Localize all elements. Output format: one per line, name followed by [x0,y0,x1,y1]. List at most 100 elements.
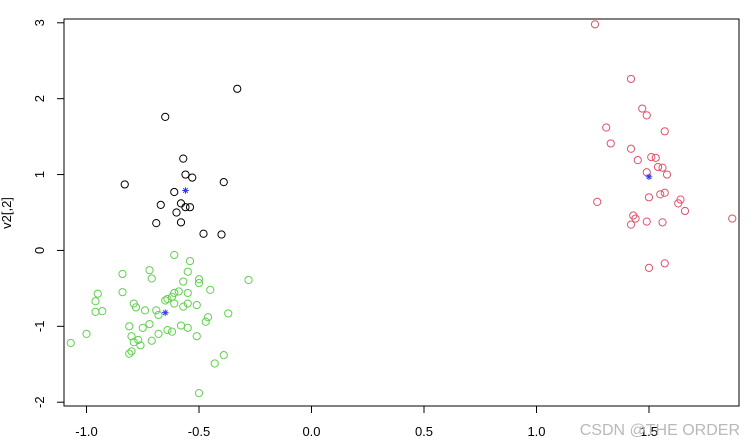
data-point [626,74,636,84]
center-stroke [162,310,168,316]
data-point [179,302,188,311]
data-point [194,275,204,284]
data-point [183,323,192,332]
data-point [642,111,651,120]
x-tick-label: 1.0 [527,424,545,439]
data-point [192,332,201,341]
data-point [127,347,136,356]
data-point [206,285,215,294]
data-point [163,326,172,335]
data-point [199,229,208,238]
y-tick-label: 2 [32,95,47,102]
data-point [217,230,226,239]
data-point [660,259,669,268]
data-point [181,170,190,179]
y-axis-label: v2[,2] [0,197,14,229]
data-point [156,200,165,210]
y-tick-label: -2 [32,396,47,408]
data-point [147,336,156,345]
data-point [118,269,127,279]
data-point [224,309,233,318]
data-point [662,170,672,179]
data-point [82,329,91,339]
data-point [145,319,154,329]
data-point [183,288,192,298]
data-point [233,84,242,93]
data-point [626,144,636,153]
data-point [161,296,170,305]
data-point [194,278,204,288]
data-point [93,289,102,298]
data-point [176,218,186,227]
data-point [125,349,134,358]
data-point [179,277,188,286]
data-point [176,199,186,208]
x-tick-label: -0.5 [188,424,210,439]
data-point [176,321,186,330]
y-tick-label: 1 [32,171,47,178]
x-tick-label: -1.0 [75,424,97,439]
x-axis: -1.0 -0.5 0.0 0.5 1.0 1.5 [75,405,658,439]
data-point [91,307,100,317]
data-point [91,297,100,306]
data-point [219,351,228,360]
data-point [181,203,190,212]
data-point [185,256,195,266]
data-point [134,335,143,345]
data-point [219,178,228,187]
y-tick-label: 0 [32,247,47,254]
data-point [644,263,654,272]
data-point [140,306,150,315]
data-point [125,322,134,331]
data-point [656,190,665,199]
center-stroke [182,187,189,194]
data-point [653,162,663,172]
data-point [170,250,179,260]
data-point [152,306,161,315]
data-point [170,187,179,197]
data-point [98,307,107,316]
data-point [644,193,654,202]
data-point [647,153,656,162]
data-point [163,294,172,304]
data-point [152,219,161,228]
data-points [66,20,737,398]
data-point [602,123,611,132]
watermark: CSDN @THE ORDER [579,422,740,439]
data-point [138,323,147,332]
data-point [728,214,737,223]
data-point [660,127,669,136]
data-point [174,287,183,296]
plot-frame [63,18,740,407]
data-point [638,104,647,113]
data-point [147,274,156,283]
cluster-center [182,187,189,194]
data-point [244,275,253,285]
data-point [680,206,690,216]
data-point [145,266,154,275]
data-point [188,173,197,182]
data-point [593,197,602,206]
data-point [154,329,163,339]
data-point [633,156,642,165]
x-tick-label: 0.5 [415,424,433,439]
data-point [201,317,210,326]
data-point [154,310,163,320]
cluster-centers [162,173,653,316]
data-point [185,203,195,212]
data-point [590,20,600,29]
data-point [66,338,75,348]
data-point [660,188,669,197]
cluster-center [162,309,169,316]
data-point [170,299,179,308]
data-point [210,359,219,368]
data-point [631,214,640,223]
y-tick-label: 3 [32,19,47,26]
data-point [642,168,651,177]
data-point [194,389,204,398]
cluster-center [645,173,653,181]
y-tick-label: -1 [32,321,47,333]
data-point [129,338,138,347]
data-point [658,163,667,172]
